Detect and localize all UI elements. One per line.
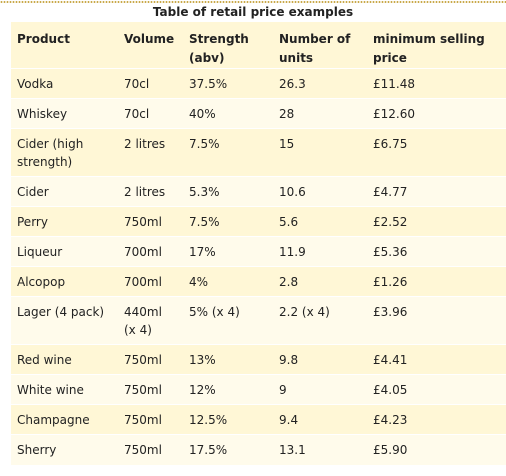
table-header-row: Product Volume Strength (abv) Number of … [11, 22, 506, 69]
cell-volume: 750ml [118, 404, 183, 435]
cell-price: £12.60 [367, 98, 506, 129]
cell-units: 28 [273, 98, 367, 129]
cell-volume: 750ml [118, 206, 183, 237]
table-row: White wine 750ml 12% 9 £4.05 [11, 374, 506, 405]
cell-strength: 13% [183, 344, 273, 375]
table-caption: Table of retail price examples [152, 5, 354, 19]
cell-product: Vodka [11, 68, 118, 99]
cell-volume: 750ml [118, 434, 183, 465]
cell-units: 10.6 [273, 176, 367, 207]
price-table-container: Product Volume Strength (abv) Number of … [11, 22, 506, 465]
cell-product: Red wine [11, 344, 118, 375]
cell-strength: 7.5% [183, 206, 273, 237]
cell-product: Cider [11, 176, 118, 207]
cell-product: Cider (high strength) [11, 128, 118, 177]
cell-price: £6.75 [367, 128, 506, 177]
cell-strength: 17.5% [183, 434, 273, 465]
table-body: Vodka 70cl 37.5% 26.3 £11.48 Whiskey 70c… [11, 68, 506, 465]
cell-price: £4.41 [367, 344, 506, 375]
cell-product: Alcopop [11, 266, 118, 297]
table-row: Vodka 70cl 37.5% 26.3 £11.48 [11, 68, 506, 99]
cell-units: 9.4 [273, 404, 367, 435]
cell-strength: 5% (x 4) [183, 296, 273, 345]
cell-product: Liqueur [11, 236, 118, 267]
cell-strength: 37.5% [183, 68, 273, 99]
cell-product: Whiskey [11, 98, 118, 129]
cell-units: 26.3 [273, 68, 367, 99]
cell-volume: 750ml [118, 374, 183, 405]
cell-units: 13.1 [273, 434, 367, 465]
table-row: Whiskey 70cl 40% 28 £12.60 [11, 98, 506, 129]
table-row: Cider 2 litres 5.3% 10.6 £4.77 [11, 176, 506, 207]
cell-price: £4.23 [367, 404, 506, 435]
cell-strength: 12% [183, 374, 273, 405]
table-row: Champagne 750ml 12.5% 9.4 £4.23 [11, 404, 506, 435]
table-row: Lager (4 pack) 440ml (x 4) 5% (x 4) 2.2 … [11, 296, 506, 345]
table-row: Alcopop 700ml 4% 2.8 £1.26 [11, 266, 506, 297]
cell-product: Sherry [11, 434, 118, 465]
cell-product: Champagne [11, 404, 118, 435]
cell-volume: 700ml [118, 266, 183, 297]
cell-units: 2.2 (x 4) [273, 296, 367, 345]
table-row: Liqueur 700ml 17% 11.9 £5.36 [11, 236, 506, 267]
cell-volume: 2 litres [118, 128, 183, 177]
cell-strength: 40% [183, 98, 273, 129]
cell-volume: 440ml (x 4) [118, 296, 183, 345]
cell-volume: 700ml [118, 236, 183, 267]
cell-product: Lager (4 pack) [11, 296, 118, 345]
cell-units: 15 [273, 128, 367, 177]
cell-strength: 17% [183, 236, 273, 267]
cell-units: 5.6 [273, 206, 367, 237]
header-strength: Strength (abv) [183, 22, 273, 69]
cell-price: £2.52 [367, 206, 506, 237]
header-units: Number of units [273, 22, 367, 69]
cell-volume: 2 litres [118, 176, 183, 207]
cell-price: £4.77 [367, 176, 506, 207]
cell-strength: 12.5% [183, 404, 273, 435]
cell-strength: 7.5% [183, 128, 273, 177]
cell-product: White wine [11, 374, 118, 405]
header-price: minimum selling price [367, 22, 506, 69]
cell-units: 9.8 [273, 344, 367, 375]
cell-volume: 750ml [118, 344, 183, 375]
table-row: Perry 750ml 7.5% 5.6 £2.52 [11, 206, 506, 237]
cell-volume: 70cl [118, 68, 183, 99]
cell-price: £3.96 [367, 296, 506, 345]
cell-price: £4.05 [367, 374, 506, 405]
dotted-top-rule [0, 0, 506, 4]
table-row: Sherry 750ml 17.5% 13.1 £5.90 [11, 434, 506, 465]
cell-units: 2.8 [273, 266, 367, 297]
table-row: Red wine 750ml 13% 9.8 £4.41 [11, 344, 506, 375]
cell-strength: 5.3% [183, 176, 273, 207]
cell-product: Perry [11, 206, 118, 237]
cell-units: 11.9 [273, 236, 367, 267]
header-product: Product [11, 22, 118, 69]
cell-strength: 4% [183, 266, 273, 297]
cell-price: £11.48 [367, 68, 506, 99]
cell-price: £5.90 [367, 434, 506, 465]
header-volume: Volume [118, 22, 183, 69]
cell-volume: 70cl [118, 98, 183, 129]
cell-units: 9 [273, 374, 367, 405]
table-row: Cider (high strength) 2 litres 7.5% 15 £… [11, 128, 506, 177]
cell-price: £5.36 [367, 236, 506, 267]
retail-price-table: Product Volume Strength (abv) Number of … [11, 22, 506, 465]
cell-price: £1.26 [367, 266, 506, 297]
